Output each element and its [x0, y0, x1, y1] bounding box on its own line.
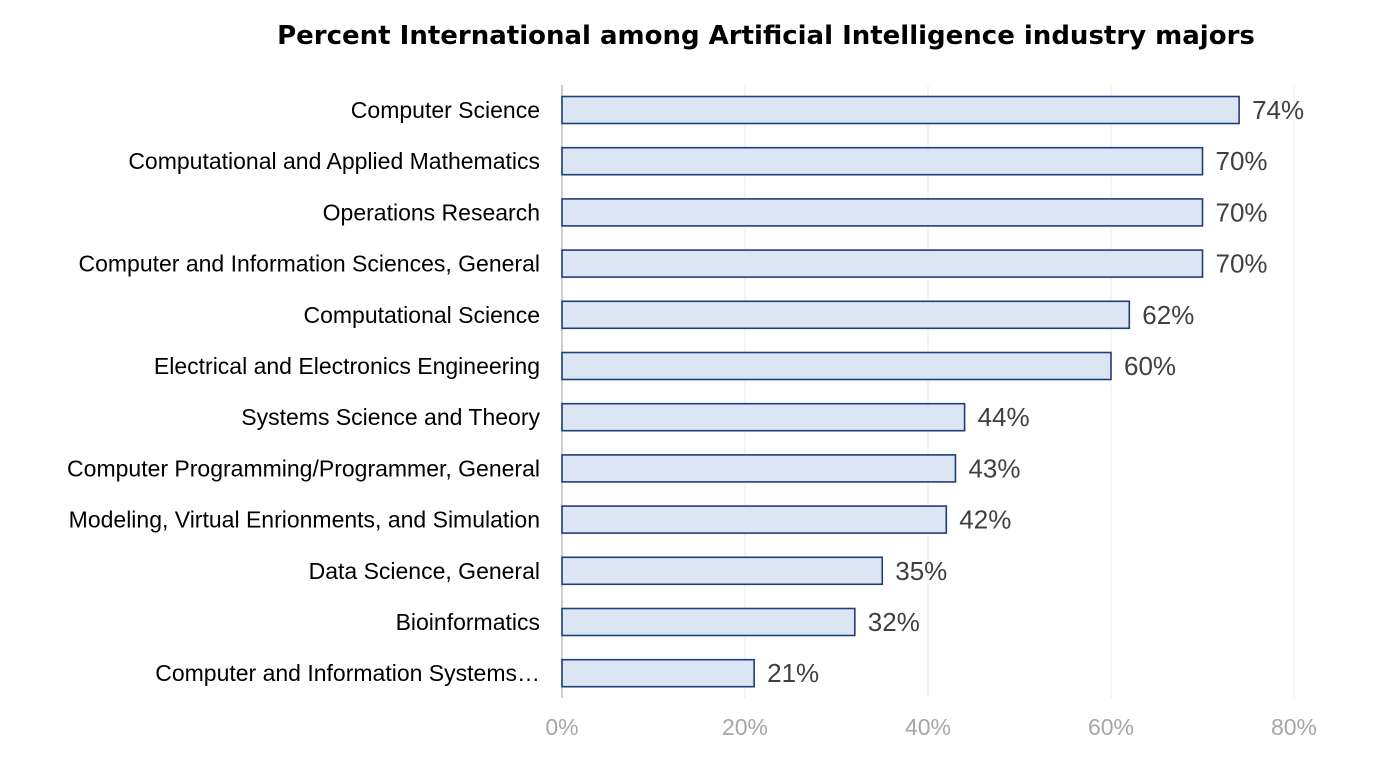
bar: [561, 658, 755, 688]
data-label: 32%: [868, 607, 920, 637]
category-label: Bioinformatics: [396, 609, 540, 635]
data-label: 42%: [959, 505, 1011, 535]
value-labels: 74% 70% 70% 70% 62% 60% 44% 43% 42% 35% 32% 21%: [767, 95, 1304, 688]
x-tick-label: 60%: [1088, 714, 1134, 740]
data-label: 70%: [1216, 249, 1268, 279]
category-label: Computer and Information Sciences, Gener…: [78, 251, 540, 277]
category-label: Computer and Information Systems…: [155, 660, 540, 686]
bar: [561, 146, 1204, 176]
data-label: 44%: [978, 402, 1030, 432]
data-label: 43%: [968, 453, 1020, 483]
category-label: Computational Science: [303, 302, 540, 328]
chart-title: Percent International among Artificial I…: [277, 21, 1255, 51]
data-label: 74%: [1252, 95, 1304, 125]
category-label: Data Science, General: [309, 558, 540, 584]
data-label: 70%: [1216, 197, 1268, 227]
category-label: Operations Research: [323, 199, 540, 225]
category-label: Systems Science and Theory: [241, 404, 540, 430]
category-label: Modeling, Virtual Enrionments, and Simul…: [69, 507, 540, 533]
x-tick-label: 40%: [905, 714, 951, 740]
x-axis-ticks: 0% 20% 40% 60% 80%: [545, 714, 1317, 740]
bar: [561, 300, 1131, 330]
bar: [561, 95, 1240, 125]
category-label: Computer Programming/Programmer, General: [67, 455, 540, 481]
bar: [561, 556, 884, 586]
category-label: Electrical and Electronics Engineering: [154, 353, 540, 379]
bar: [561, 607, 856, 637]
x-tick-label: 80%: [1271, 714, 1317, 740]
category-label: Computer Science: [351, 97, 540, 123]
data-label: 35%: [895, 556, 947, 586]
gridlines: [561, 85, 1295, 698]
bar: [561, 198, 1204, 227]
x-tick-label: 0%: [545, 714, 578, 740]
data-label: 70%: [1216, 146, 1268, 176]
bar: [561, 454, 957, 483]
bar: [561, 402, 966, 432]
bars: [561, 95, 1240, 688]
bar: [561, 249, 1204, 278]
category-labels: Computer Science Computational and Applie…: [67, 97, 540, 686]
bar: [561, 505, 948, 534]
data-label: 62%: [1142, 300, 1194, 330]
data-label: 60%: [1124, 351, 1176, 381]
x-tick-label: 20%: [722, 714, 768, 740]
data-label: 21%: [767, 658, 819, 688]
bar: [561, 351, 1112, 381]
category-label: Computational and Applied Mathematics: [128, 148, 540, 174]
